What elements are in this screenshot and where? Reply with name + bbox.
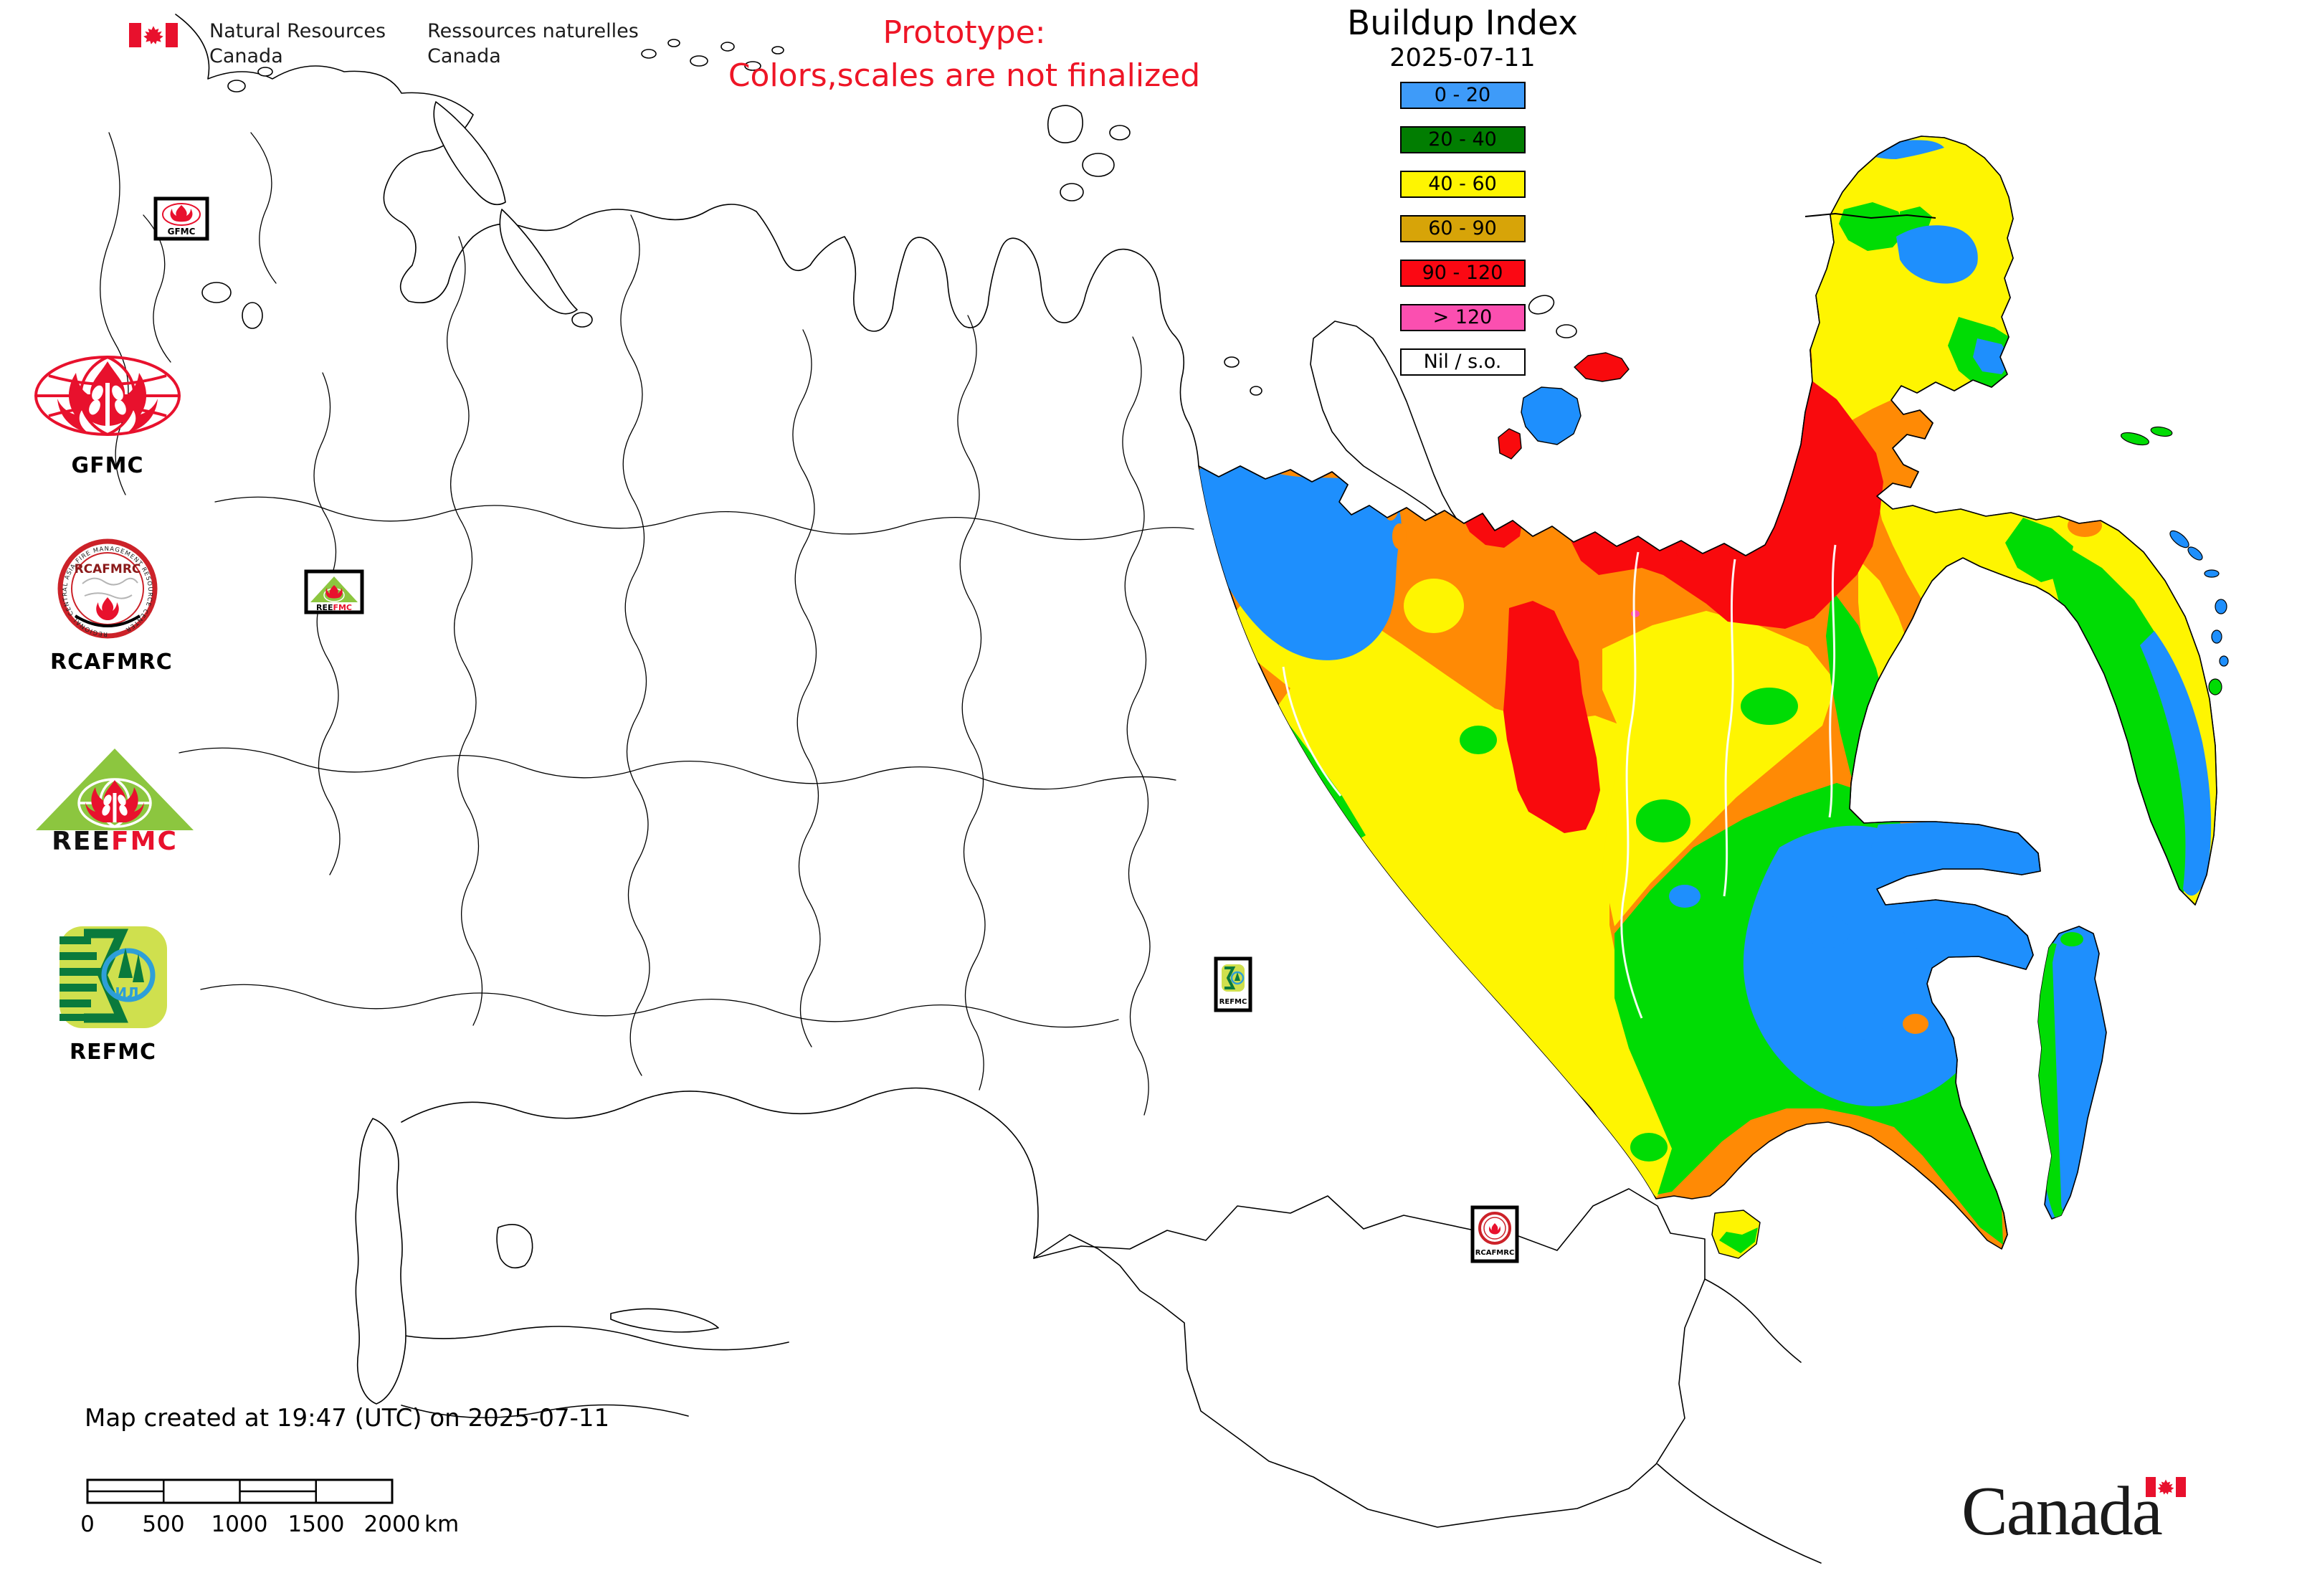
nrcan-french: Ressources naturelles Canada [427, 19, 639, 69]
refmc-logo: ИЛ [60, 926, 167, 1028]
gfmc-logo [34, 356, 181, 436]
franz-josef-islands [227, 39, 784, 92]
map-created-text: Map created at 19:47 (UTC) on 2025-07-11 [85, 1404, 610, 1433]
prototype-line1: Prototype: [883, 14, 1046, 51]
refmc-logo-block: ИЛ REFMC [54, 923, 172, 1065]
refmc-map-marker: REFMC [1214, 956, 1252, 1012]
scale-tick-1500: 1500 [288, 1511, 345, 1537]
nrcan-english: Natural Resources Canada [209, 19, 386, 69]
nrcan-en-line2: Canada [209, 45, 283, 67]
new-siberian-islands [1498, 352, 1630, 460]
gfmc-marker-label: GFMC [168, 227, 196, 237]
kazakhstan-border [401, 1087, 1039, 1259]
novaya-zemlya-north-island [433, 101, 506, 206]
scale-tick-0: 0 [80, 1511, 95, 1537]
legend-classes: 0 - 20 20 - 40 40 - 60 60 - 90 90 - 120 … [1341, 82, 1584, 376]
reefmc-logo-block: REEFMC [32, 746, 197, 856]
detached-south-patch [1711, 1210, 1761, 1259]
small-islands [2120, 426, 2229, 695]
rcafmrc-logo-block: REGIONAL CENTRAL ASIA FIRE MANAGEMENT RE… [50, 533, 173, 675]
canada-flag-icon [129, 23, 178, 47]
scale-unit: km [424, 1511, 459, 1537]
rcafmrc-marker-label: RCAFMRC [1475, 1249, 1515, 1257]
rcafmrc-label: RCAFMRC [50, 650, 173, 675]
novaya-zemlya-south-island [499, 209, 578, 315]
reefmc-marker-label: REEFMC [316, 603, 352, 612]
legend-title: Buildup Index [1347, 4, 1578, 43]
severnaya-zemlya-islands [1047, 105, 1131, 201]
legend-date: 2025-07-11 [1389, 44, 1536, 72]
refmc-inner-text: ИЛ [115, 984, 138, 1002]
canada-wordmark: Canada [1961, 1471, 2161, 1551]
gfmc-label: GFMC [71, 453, 144, 478]
lake-balkhash [610, 1308, 719, 1333]
reefmc-logo: REEFMC [36, 749, 194, 856]
caspian-sea [355, 1118, 406, 1405]
nrcan-en-line1: Natural Resources [209, 20, 386, 42]
lake-onega [242, 302, 263, 329]
lake-ladoga [201, 282, 232, 303]
rcafmrc-logo: REGIONAL CENTRAL ASIA FIRE MANAGEMENT RE… [57, 538, 158, 639]
legend-class-90-120: 90 - 120 [1399, 260, 1526, 287]
arctic-coastline [175, 14, 1199, 467]
legend-class-20-40: 20 - 40 [1399, 126, 1526, 153]
aral-sea [496, 1223, 533, 1269]
mongolia-border [1033, 1188, 1706, 1528]
scale-tick-500: 500 [142, 1511, 184, 1537]
buildup-data-region [1198, 136, 2229, 1259]
nrcan-fr-line1: Ressources naturelles [427, 20, 639, 42]
legend-class-40-60: 40 - 60 [1399, 171, 1526, 198]
canada-wordmark-text: Canada [1961, 1473, 2163, 1549]
nrcan-fr-line2: Canada [427, 45, 501, 67]
reefmc-wordmark: REEFMC [52, 827, 178, 853]
refmc-label: REFMC [70, 1040, 156, 1065]
scale-tick-1000: 1000 [211, 1511, 268, 1537]
legend-class-over120: > 120 [1399, 304, 1526, 331]
prototype-notice: Prototype: Colors,scales are not finaliz… [642, 11, 1287, 98]
china-borders [1657, 1278, 1822, 1564]
rcafmrc-map-marker: RCAFMRC [1470, 1205, 1519, 1263]
scale-bar: 0 500 1000 1500 2000 km [80, 1478, 459, 1537]
scale-tick-2000: 2000 [364, 1511, 421, 1537]
rcafmrc-acronym: RCAFMRC [75, 562, 141, 576]
map-markers: GFMC REEFMC REFMC [153, 196, 1519, 1263]
refmc-marker-label: REFMC [1219, 998, 1247, 1006]
nrcan-signature: Natural Resources Canada Ressources natu… [129, 19, 639, 69]
regional-borders [100, 132, 1194, 1116]
legend: Buildup Index 2025-07-11 0 - 20 20 - 40 … [1341, 4, 1584, 376]
legend-class-nil: Nil / s.o. [1399, 348, 1526, 376]
rivers [1282, 544, 1837, 1019]
sakhalin-island [2037, 926, 2107, 1220]
legend-class-0-20: 0 - 20 [1399, 82, 1526, 109]
central-asia-borders [358, 1324, 789, 1419]
reefmc-map-marker: REEFMC [304, 569, 364, 614]
canada-wordmark-flag-icon [2146, 1477, 2186, 1497]
taymyr-peninsula [1310, 320, 1460, 524]
gfmc-logo-block: GFMC [29, 351, 186, 478]
prototype-line2: Colors,scales are not finalized [728, 57, 1201, 94]
outline-geography [100, 14, 1822, 1564]
vaygach-island [571, 312, 593, 328]
nil-islands [1224, 295, 1577, 396]
legend-class-60-90: 60 - 90 [1399, 215, 1526, 242]
rcafmrc-ring-text: REGIONAL CENTRAL ASIA FIRE MANAGEMENT RE… [62, 546, 153, 637]
gfmc-map-marker: GFMC [153, 196, 209, 241]
bui-over-120-spot [1631, 610, 1640, 617]
chukotka-admin-border [1804, 213, 1936, 219]
siberia-coast-stroke [1198, 136, 2217, 1250]
